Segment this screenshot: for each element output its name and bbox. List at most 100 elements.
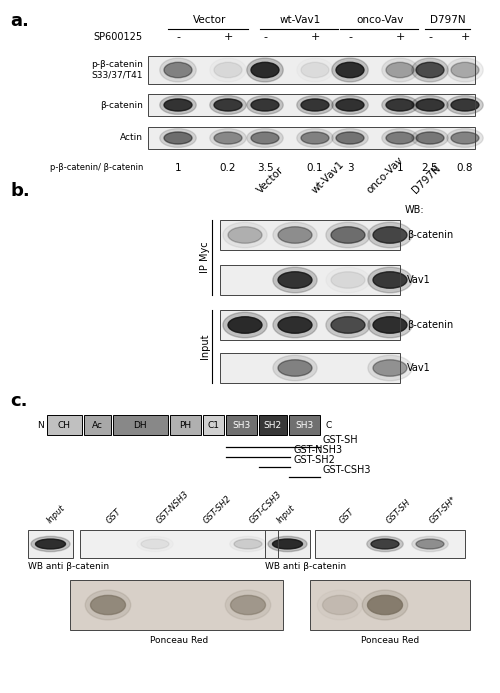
Text: +: + — [460, 32, 469, 42]
Bar — [80, 530, 278, 558]
Ellipse shape — [331, 317, 365, 333]
Ellipse shape — [278, 227, 312, 243]
Ellipse shape — [247, 58, 283, 82]
Text: -: - — [348, 32, 352, 42]
Ellipse shape — [223, 222, 267, 248]
Ellipse shape — [416, 99, 444, 111]
Ellipse shape — [416, 132, 444, 144]
Text: GST-SH*: GST-SH* — [428, 494, 459, 525]
Ellipse shape — [160, 58, 196, 82]
Text: β-catenin: β-catenin — [100, 100, 143, 109]
Text: Input: Input — [200, 333, 210, 359]
Bar — [265, 530, 310, 558]
Ellipse shape — [214, 99, 242, 111]
Ellipse shape — [447, 129, 483, 148]
Text: Input: Input — [45, 503, 66, 525]
Text: GST-SH: GST-SH — [385, 497, 413, 525]
Text: PH: PH — [179, 421, 191, 430]
Text: SH3: SH3 — [295, 421, 313, 430]
Bar — [310, 580, 470, 630]
Text: +: + — [224, 32, 232, 42]
Ellipse shape — [412, 536, 448, 552]
Bar — [220, 310, 400, 340]
Ellipse shape — [210, 96, 246, 114]
Ellipse shape — [451, 132, 479, 144]
Text: GST-CSH3: GST-CSH3 — [322, 465, 371, 475]
Ellipse shape — [141, 539, 169, 549]
Bar — [148, 94, 475, 116]
Text: 2.5: 2.5 — [422, 163, 438, 173]
Text: GST-CSH3: GST-CSH3 — [248, 489, 284, 525]
Ellipse shape — [412, 58, 448, 82]
Bar — [46, 415, 82, 435]
Ellipse shape — [247, 129, 283, 148]
Text: β-catenin: β-catenin — [407, 320, 453, 330]
Text: GST-SH: GST-SH — [322, 435, 358, 445]
Ellipse shape — [160, 96, 196, 114]
Ellipse shape — [247, 96, 283, 114]
Bar — [220, 220, 400, 250]
Bar — [148, 94, 475, 116]
Ellipse shape — [332, 96, 368, 114]
Text: 0.1: 0.1 — [307, 163, 323, 173]
Text: Vector: Vector — [255, 164, 286, 195]
Bar — [202, 415, 224, 435]
Ellipse shape — [297, 96, 333, 114]
Ellipse shape — [386, 62, 414, 78]
Ellipse shape — [278, 317, 312, 333]
Ellipse shape — [336, 132, 364, 144]
Ellipse shape — [382, 58, 418, 82]
Ellipse shape — [367, 536, 403, 552]
Ellipse shape — [336, 62, 364, 78]
Text: WB anti β-catenin: WB anti β-catenin — [265, 562, 346, 571]
Ellipse shape — [251, 99, 279, 111]
Bar — [70, 580, 283, 630]
Ellipse shape — [447, 96, 483, 114]
Ellipse shape — [382, 96, 418, 114]
Text: GST-NSH3: GST-NSH3 — [294, 445, 343, 455]
Ellipse shape — [164, 99, 192, 111]
Bar — [315, 530, 465, 558]
Ellipse shape — [331, 272, 365, 288]
Text: Input: Input — [275, 503, 296, 525]
Ellipse shape — [331, 227, 365, 243]
Ellipse shape — [386, 132, 414, 144]
Bar — [259, 415, 286, 435]
Text: SH2: SH2 — [264, 421, 282, 430]
Ellipse shape — [214, 62, 242, 78]
Bar — [226, 415, 258, 435]
Text: N: N — [37, 421, 44, 430]
Ellipse shape — [373, 317, 407, 333]
Bar — [84, 415, 111, 435]
Ellipse shape — [225, 590, 271, 620]
Text: Ponceau Red: Ponceau Red — [361, 636, 419, 645]
Ellipse shape — [228, 317, 262, 333]
Bar — [265, 530, 310, 558]
Text: 0.8: 0.8 — [457, 163, 473, 173]
Bar — [28, 530, 73, 558]
Bar — [315, 530, 465, 558]
Ellipse shape — [326, 222, 370, 248]
Ellipse shape — [272, 539, 302, 549]
Bar — [148, 56, 475, 84]
Ellipse shape — [326, 313, 370, 337]
Ellipse shape — [362, 590, 408, 620]
Ellipse shape — [373, 272, 407, 288]
Bar — [70, 580, 283, 630]
Ellipse shape — [278, 360, 312, 376]
Text: SP600125: SP600125 — [94, 32, 143, 42]
Ellipse shape — [368, 595, 402, 615]
Ellipse shape — [214, 132, 242, 144]
Ellipse shape — [373, 227, 407, 243]
Ellipse shape — [416, 539, 444, 549]
Ellipse shape — [297, 129, 333, 148]
Text: -: - — [176, 32, 180, 42]
Text: GST: GST — [105, 507, 124, 525]
Text: GST-SH2: GST-SH2 — [294, 455, 336, 465]
Ellipse shape — [416, 62, 444, 78]
Ellipse shape — [160, 129, 196, 148]
Ellipse shape — [268, 536, 307, 552]
Text: DH: DH — [134, 421, 147, 430]
Ellipse shape — [382, 129, 418, 148]
Ellipse shape — [164, 132, 192, 144]
